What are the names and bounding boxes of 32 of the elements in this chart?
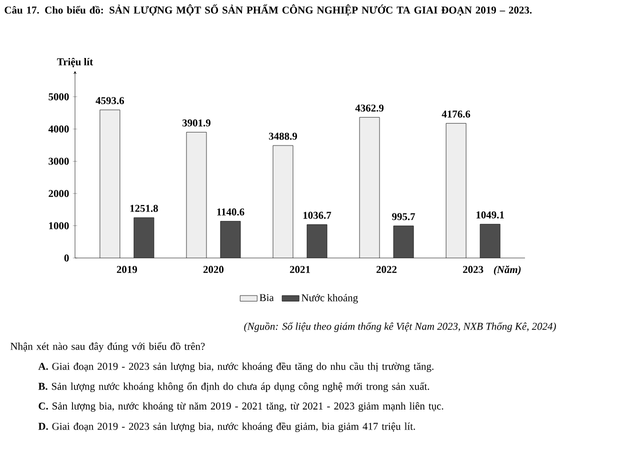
x-tick-label: 2021: [290, 266, 310, 273]
y-tick-label: 1000: [49, 222, 69, 230]
y-tick-label: 2000: [48, 190, 69, 198]
legend-label: Bia: [260, 294, 274, 302]
data-label: 1140.6: [217, 208, 244, 216]
data-label: 1036.7: [303, 212, 332, 219]
text: (Nguồn: Số liệu theo giám thống kê Việt Nam 2023, NXB Thống Kê, 2024): [244, 322, 556, 332]
data-label: 4176.6: [442, 110, 470, 118]
text: Nhận xét nào sau đây đúng với biểu đồ trên?: [10, 342, 205, 352]
chart-title: Câu 17. Cho biểu đồ: SẢN LƯỢNG MỘT SỐ SẢN PHẨM CÔNG NGHIỆP NƯỚC TA GIAI ĐOẠN 2019 – 2023.: [4, 4, 532, 16]
text: B. Sản lượng nước khoáng không ổn định do chưa áp dụng công nghệ mới trong sản xuất.: [38, 382, 430, 392]
y-tick-label: 4000: [48, 126, 69, 133]
y-tick-label: 3000: [48, 158, 69, 165]
data-label: 3901.9: [182, 119, 210, 126]
text: A. Giai đoạn 2019 - 2023 sản lượng bia, nước khoáng đều tăng do nhu cầu thị trường tăng.: [38, 362, 434, 372]
data-label: 4593.6: [96, 97, 124, 104]
x-tick-label: 2023: [463, 266, 484, 273]
x-tick-label: 2020: [203, 266, 224, 273]
y-tick-label: 0: [64, 254, 69, 262]
data-label: 4362.9: [355, 104, 384, 112]
data-label: 995.7: [392, 213, 416, 220]
text: C. Sản lượng bia, nước khoáng từ năm 2019 - 2021 tăng, từ 2021 - 2023 giảm mạnh liên tục.: [38, 402, 444, 412]
y-tick-label: 5000: [48, 93, 69, 100]
data-label: 1049.1: [476, 211, 504, 218]
text: D. Giai đoạn 2019 - 2023 sản lượng bia, nước khoáng đều giảm, bia giảm 417 triệu lít.: [38, 422, 415, 432]
x-axis-title: (Năm): [494, 266, 521, 276]
data-label: 3488.9: [269, 132, 298, 140]
data-label: 1251.8: [130, 204, 158, 212]
x-tick-label: 2019: [116, 266, 138, 273]
legend-label: Nước khoáng: [302, 294, 358, 304]
y-axis-title: Triệu lít: [57, 58, 94, 68]
x-tick-label: 2022: [376, 266, 397, 273]
